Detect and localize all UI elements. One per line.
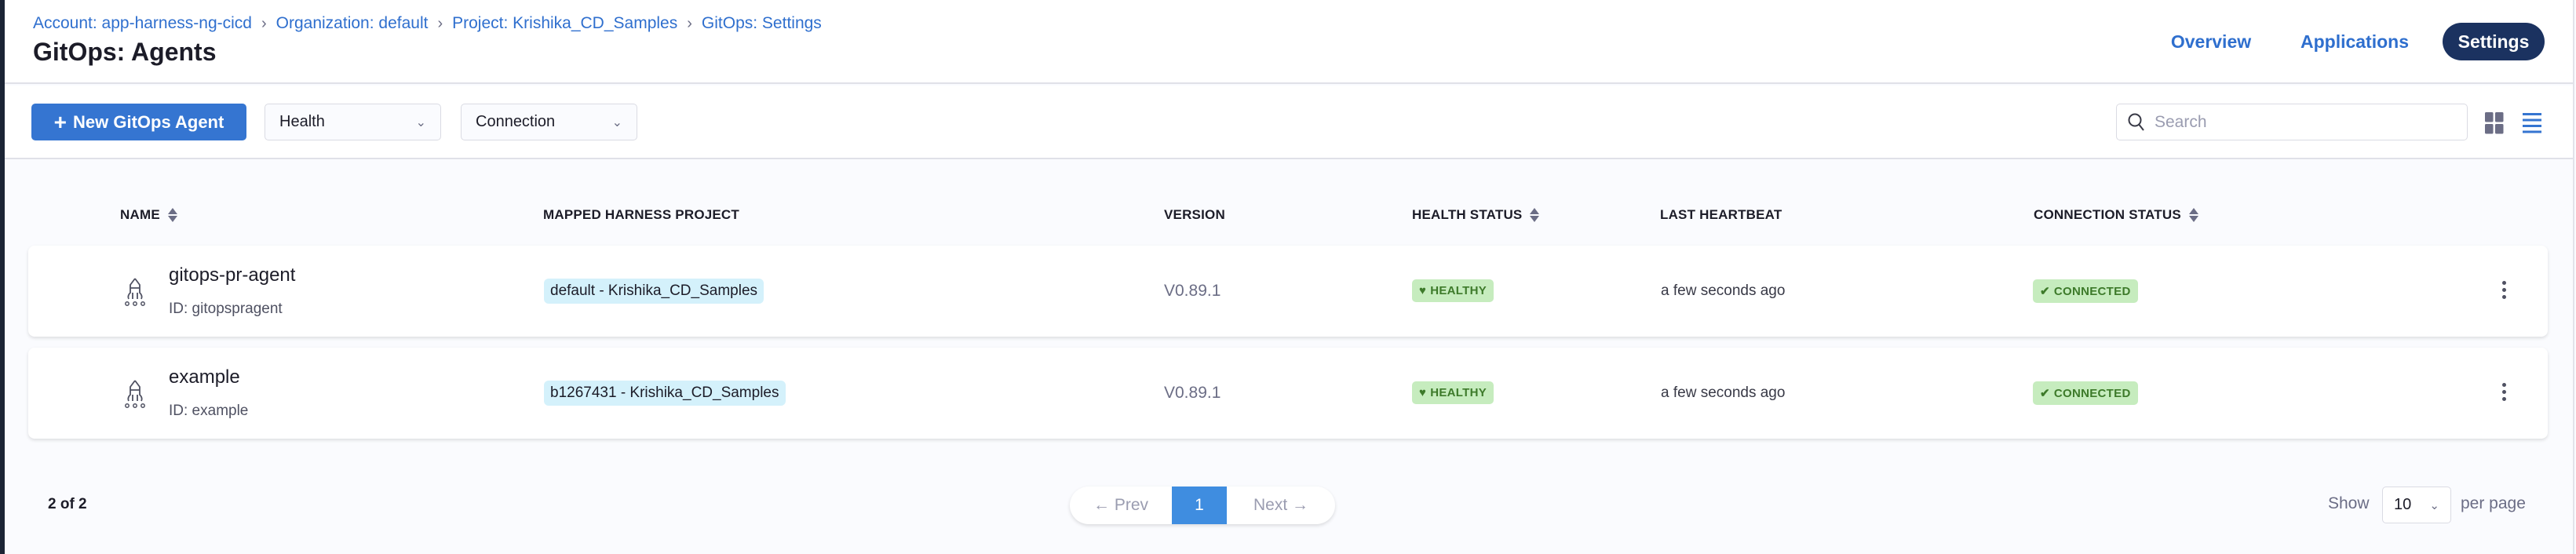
health-status-badge: ♥ HEALTHY <box>1412 381 1494 404</box>
agent-version: V0.89.1 <box>1164 384 1221 402</box>
column-health-label: HEALTH STATUS <box>1412 207 1523 222</box>
agent-id: ID: gitopspragent <box>169 301 283 317</box>
last-heartbeat: a few seconds ago <box>1661 282 1786 299</box>
tab-applications[interactable]: Applications <box>2300 31 2409 52</box>
tab-settings[interactable]: Settings <box>2443 23 2545 60</box>
connection-status-badge: ✔ CONNECTED <box>2033 279 2138 303</box>
tab-overview[interactable]: Overview <box>2170 31 2252 52</box>
more-options-icon[interactable] <box>2502 281 2506 299</box>
next-page-button[interactable]: Next → <box>1253 496 1308 514</box>
agent-id: ID: example <box>169 403 249 419</box>
chevron-down-icon: ⌄ <box>611 115 622 129</box>
check-circle-icon: ✔ <box>2040 285 2050 298</box>
page-size-value: 10 <box>2394 496 2412 513</box>
health-status-label: HEALTHY <box>1430 386 1487 399</box>
health-filter-label: Health <box>279 113 325 130</box>
grid-view-icon[interactable] <box>2485 112 2504 134</box>
breadcrumb-account[interactable]: Account: app-harness-ng-cicd <box>33 14 252 32</box>
check-circle-icon: ✔ <box>2040 387 2050 400</box>
sort-icon[interactable] <box>167 208 177 222</box>
search-icon <box>2128 113 2144 131</box>
last-heartbeat: a few seconds ago <box>1661 385 1786 401</box>
connection-status-label: CONNECTED <box>2053 284 2131 298</box>
column-header-project: MAPPED HARNESS PROJECT <box>543 207 739 223</box>
search-input[interactable] <box>2155 112 2453 132</box>
app-sidebar-edge <box>0 0 5 554</box>
column-header-version: VERSION <box>1164 207 1225 223</box>
chevron-right-icon: › <box>437 14 443 32</box>
column-version-label: VERSION <box>1164 207 1225 222</box>
plus-icon: + <box>53 109 68 134</box>
page-header <box>5 0 2573 84</box>
mapped-project-tag: default - Krishika_CD_Samples <box>544 279 764 304</box>
breadcrumb-project[interactable]: Project: Krishika_CD_Samples <box>452 14 678 32</box>
column-connection-label: CONNECTION STATUS <box>2034 207 2181 222</box>
connection-status-badge: ✔ CONNECTED <box>2033 381 2138 405</box>
health-status-label: HEALTHY <box>1430 284 1487 297</box>
agent-name[interactable]: example <box>169 366 240 388</box>
column-name-label: NAME <box>120 207 160 222</box>
agent-version: V0.89.1 <box>1164 282 1221 300</box>
heart-icon: ♥ <box>1419 284 1427 297</box>
result-count: 2 of 2 <box>48 496 87 512</box>
gitops-agent-icon <box>125 278 145 306</box>
column-header-connection[interactable]: CONNECTION STATUS <box>2034 207 2198 223</box>
gitops-agent-icon <box>125 380 145 408</box>
chevron-down-icon: ⌄ <box>415 115 426 129</box>
column-project-label: MAPPED HARNESS PROJECT <box>543 207 739 222</box>
connection-filter-dropdown[interactable]: Connection ⌄ <box>461 104 637 140</box>
table-row[interactable]: gitops-pr-agent ID: gitopspragent defaul… <box>28 246 2548 337</box>
column-header-name[interactable]: NAME <box>120 207 177 223</box>
page-1-button[interactable]: 1 <box>1172 487 1227 524</box>
search-box[interactable] <box>2116 104 2468 140</box>
column-header-health[interactable]: HEALTH STATUS <box>1412 207 1540 223</box>
page-title: GitOps: Agents <box>33 38 217 66</box>
show-label: Show <box>2328 494 2370 512</box>
connection-status-label: CONNECTED <box>2053 386 2131 400</box>
column-header-heartbeat: LAST HEARTBEAT <box>1660 207 1782 223</box>
prev-page-button[interactable]: ← Prev <box>1093 496 1148 514</box>
right-divider <box>2573 0 2574 554</box>
pagination: ← Prev 1 Next → <box>1070 487 1335 524</box>
connection-filter-label: Connection <box>476 113 556 130</box>
column-heartbeat-label: LAST HEARTBEAT <box>1660 207 1782 222</box>
breadcrumb-gitops-settings[interactable]: GitOps: Settings <box>701 14 822 32</box>
sort-icon[interactable] <box>1530 208 1540 222</box>
list-view-icon[interactable] <box>2523 113 2541 133</box>
mapped-project-tag: b1267431 - Krishika_CD_Samples <box>544 381 786 406</box>
table-row[interactable]: example ID: example b1267431 - Krishika_… <box>28 348 2548 439</box>
health-status-badge: ♥ HEALTHY <box>1412 279 1494 302</box>
page-size-select[interactable]: 10 ⌄ <box>2382 487 2451 523</box>
chevron-down-icon: ⌄ <box>2429 498 2439 512</box>
sort-icon[interactable] <box>2188 208 2198 222</box>
more-options-icon[interactable] <box>2502 383 2506 401</box>
chevron-right-icon: › <box>261 14 267 32</box>
health-filter-dropdown[interactable]: Health ⌄ <box>265 104 441 140</box>
per-page-label: per page <box>2461 494 2526 512</box>
heart-icon: ♥ <box>1419 386 1427 399</box>
new-gitops-agent-button[interactable]: + New GitOps Agent <box>31 104 246 140</box>
chevron-right-icon: › <box>687 14 692 32</box>
new-gitops-agent-label: New GitOps Agent <box>73 111 224 132</box>
breadcrumb: Account: app-harness-ng-cicd › Organizati… <box>33 14 822 33</box>
agent-name[interactable]: gitops-pr-agent <box>169 264 296 286</box>
breadcrumb-organization[interactable]: Organization: default <box>275 14 429 32</box>
